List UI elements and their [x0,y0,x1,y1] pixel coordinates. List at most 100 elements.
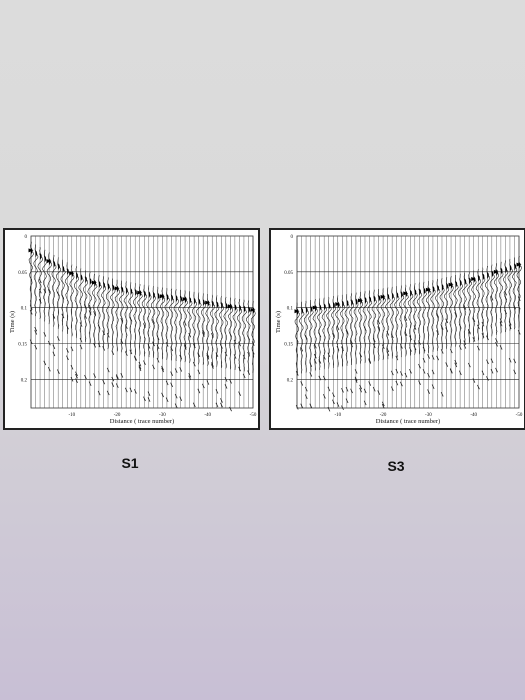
seismic-wiggle [182,290,188,363]
noise-mark [327,352,331,358]
noise-mark [309,372,313,377]
noise-mark [202,383,205,389]
seismic-wiggle [403,284,409,357]
pick-marker [28,248,34,253]
noise-mark [251,341,255,346]
seismic-wiggle [210,294,215,367]
caption-s1: S1 [121,455,139,471]
noise-mark [115,375,119,380]
y-tick-label: 0.2 [21,378,28,383]
noise-mark [52,314,56,319]
noise-mark [29,305,33,310]
noise-mark [318,375,322,381]
noise-mark [202,330,205,335]
noise-mark [440,325,444,330]
noise-mark [197,388,201,394]
first-arrival-lobe [496,268,498,277]
noise-mark [304,394,308,399]
seismic-wiggle [407,284,414,356]
noise-mark [472,378,476,383]
x-tick-label: -50 [250,413,257,418]
noise-mark [350,342,353,348]
first-arrival-lobe [135,288,137,297]
noise-mark [368,358,372,363]
first-arrival-lobe [243,305,246,313]
noise-mark [147,391,151,397]
noise-mark [427,389,430,394]
seismogram-chart-s1: 0 0.05 0.1 0.15 0.2 -10 -20 -30 -40 -50 Distance (… [9,235,257,425]
first-arrival-lobe [432,285,435,294]
noise-mark [517,329,521,335]
x-tick-label: -30 [425,413,432,418]
first-arrival-lobe [53,260,56,268]
noise-mark [124,324,128,330]
noise-mark [354,378,358,383]
seismic-wiggle [367,290,373,363]
first-arrival-lobe [437,284,440,293]
noise-mark [404,331,408,337]
first-arrival-lobe [491,270,494,278]
y-axis-label: Time (s) [275,311,282,333]
noise-mark [427,372,430,378]
first-arrival-lobe [180,295,183,303]
noise-mark [381,403,385,409]
noise-mark [34,330,38,335]
noise-mark [404,372,408,378]
seismic-wiggle [160,287,166,360]
noise-mark [463,340,467,345]
first-arrival-lobe [153,291,155,300]
y-tick-label: 0.1 [287,307,294,312]
first-arrival-lobe [401,291,403,299]
noise-mark [295,337,299,343]
noise-mark [395,380,399,386]
x-axis-label: Distance ( trace number) [110,418,174,425]
first-arrival-lobe [162,293,164,301]
noise-mark [129,387,133,393]
seismic-wiggle [389,286,395,359]
x-tick-label: -40 [204,413,211,418]
noise-mark [152,341,155,347]
noise-mark [188,372,192,378]
seismic-wiggle [412,283,418,356]
noise-mark [409,335,412,340]
noise-mark [61,295,65,300]
noise-mark [368,359,372,364]
noise-mark [229,406,232,412]
first-arrival-lobe [319,304,322,312]
noise-mark [390,333,394,339]
first-arrival-lobe [478,274,480,282]
noise-mark [431,369,435,375]
noise-mark [183,321,187,326]
first-arrival-lobe [315,304,317,312]
noise-mark [323,355,326,360]
noise-mark [418,380,421,385]
seismic-wiggle [191,291,198,364]
pick-marker [335,302,341,307]
noise-mark [409,347,412,352]
noise-mark [327,386,331,392]
noise-mark [323,394,326,399]
seismic-wiggle [106,277,111,350]
noise-mark [57,369,60,374]
y-tick-label: 0.1 [21,307,28,312]
noise-mark [170,382,174,388]
first-arrival-lobe [225,302,228,310]
noise-mark [138,366,142,372]
noise-mark [372,386,376,392]
noise-mark [238,391,241,397]
noise-mark [220,344,223,349]
pick-marker [448,282,454,287]
noise-mark [84,304,87,309]
noise-mark [468,328,471,334]
noise-mark [97,390,101,396]
noise-mark [458,324,462,329]
seismic-wiggle [498,261,504,334]
x-tick-label: -30 [159,413,166,418]
first-arrival-lobe [342,300,344,308]
first-arrival-lobe [207,299,210,307]
first-arrival-lobe [76,272,78,280]
seismic-wiggle [46,252,52,325]
noise-mark [463,344,467,349]
seismic-wiggle [299,301,305,374]
pick-marker [46,259,52,264]
